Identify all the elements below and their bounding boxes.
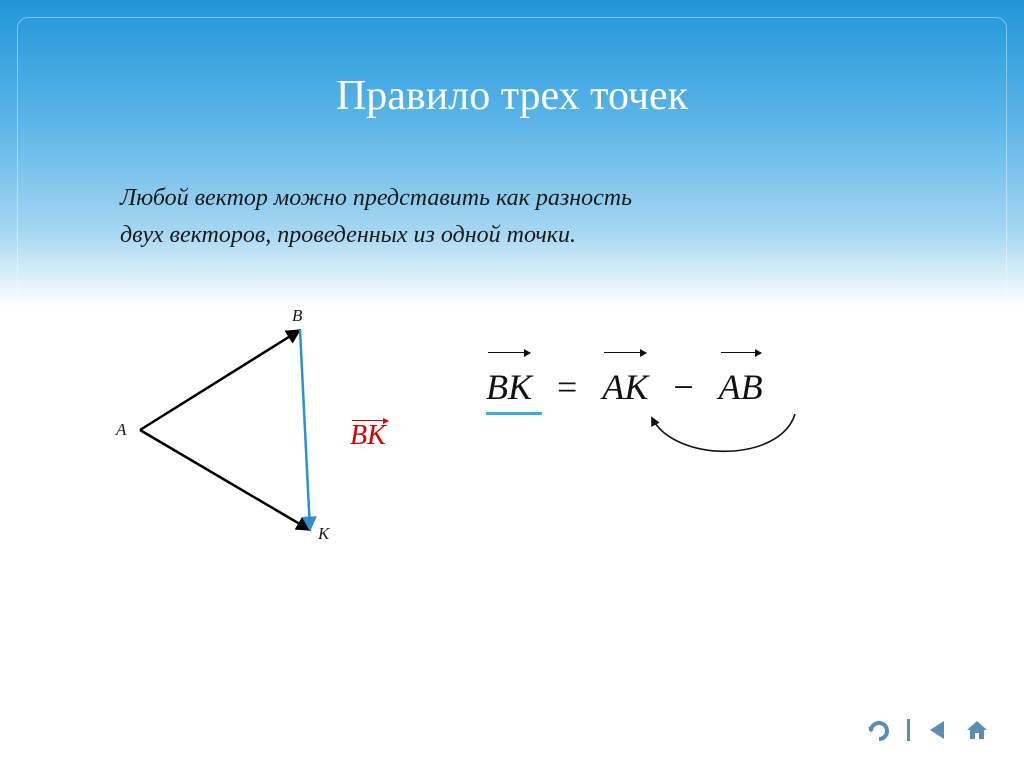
vector-arrow-icon	[721, 352, 761, 353]
triangle-left-icon	[926, 719, 948, 741]
nav-divider	[904, 717, 912, 743]
point-b-label: B	[292, 306, 302, 326]
vec-ab-text: AB	[719, 367, 763, 407]
equals-sign: =	[557, 366, 577, 408]
nav-home-button[interactable]	[962, 717, 992, 743]
vector-arrow-icon	[488, 352, 530, 353]
slide-title: Правило трех точек	[0, 72, 1024, 120]
nav-prev-button[interactable]	[922, 717, 952, 743]
slide: Правило трех точек Любой вектор можно пр…	[0, 0, 1024, 767]
vec-bk: BK	[486, 352, 532, 408]
nav-controls	[864, 717, 992, 743]
subtitle-line-1: Любой вектор можно представить как разно…	[120, 180, 904, 217]
point-a-label: A	[116, 420, 126, 440]
edge-a-b	[140, 330, 300, 430]
subtitle-line-2: двух векторов, проведенных из одной точк…	[120, 217, 904, 254]
vec-ak: AK	[602, 352, 648, 408]
lhs-underline	[486, 412, 542, 415]
vec-ab: AB	[719, 352, 763, 408]
title-text: Правило трех точек	[336, 73, 688, 119]
nav-back-button[interactable]	[864, 717, 894, 743]
home-icon	[964, 718, 990, 742]
vec-ak-text: AK	[602, 367, 648, 407]
edge-a-k	[140, 430, 310, 530]
vector-diagram: A B K BK	[110, 320, 450, 550]
edge-b-k	[300, 330, 310, 530]
vec-bk-text: BK	[486, 367, 532, 407]
curve-arrow-icon	[620, 408, 840, 478]
slide-subtitle: Любой вектор можно представить как разно…	[120, 180, 904, 254]
vector-arrow-icon	[604, 352, 646, 353]
undo-icon	[866, 719, 892, 741]
point-k-label: K	[318, 524, 329, 544]
bk-label: BK	[350, 420, 386, 452]
minus-sign: −	[673, 366, 693, 408]
diagram-svg	[110, 320, 450, 550]
equation: BK = AK − AB	[480, 352, 769, 408]
